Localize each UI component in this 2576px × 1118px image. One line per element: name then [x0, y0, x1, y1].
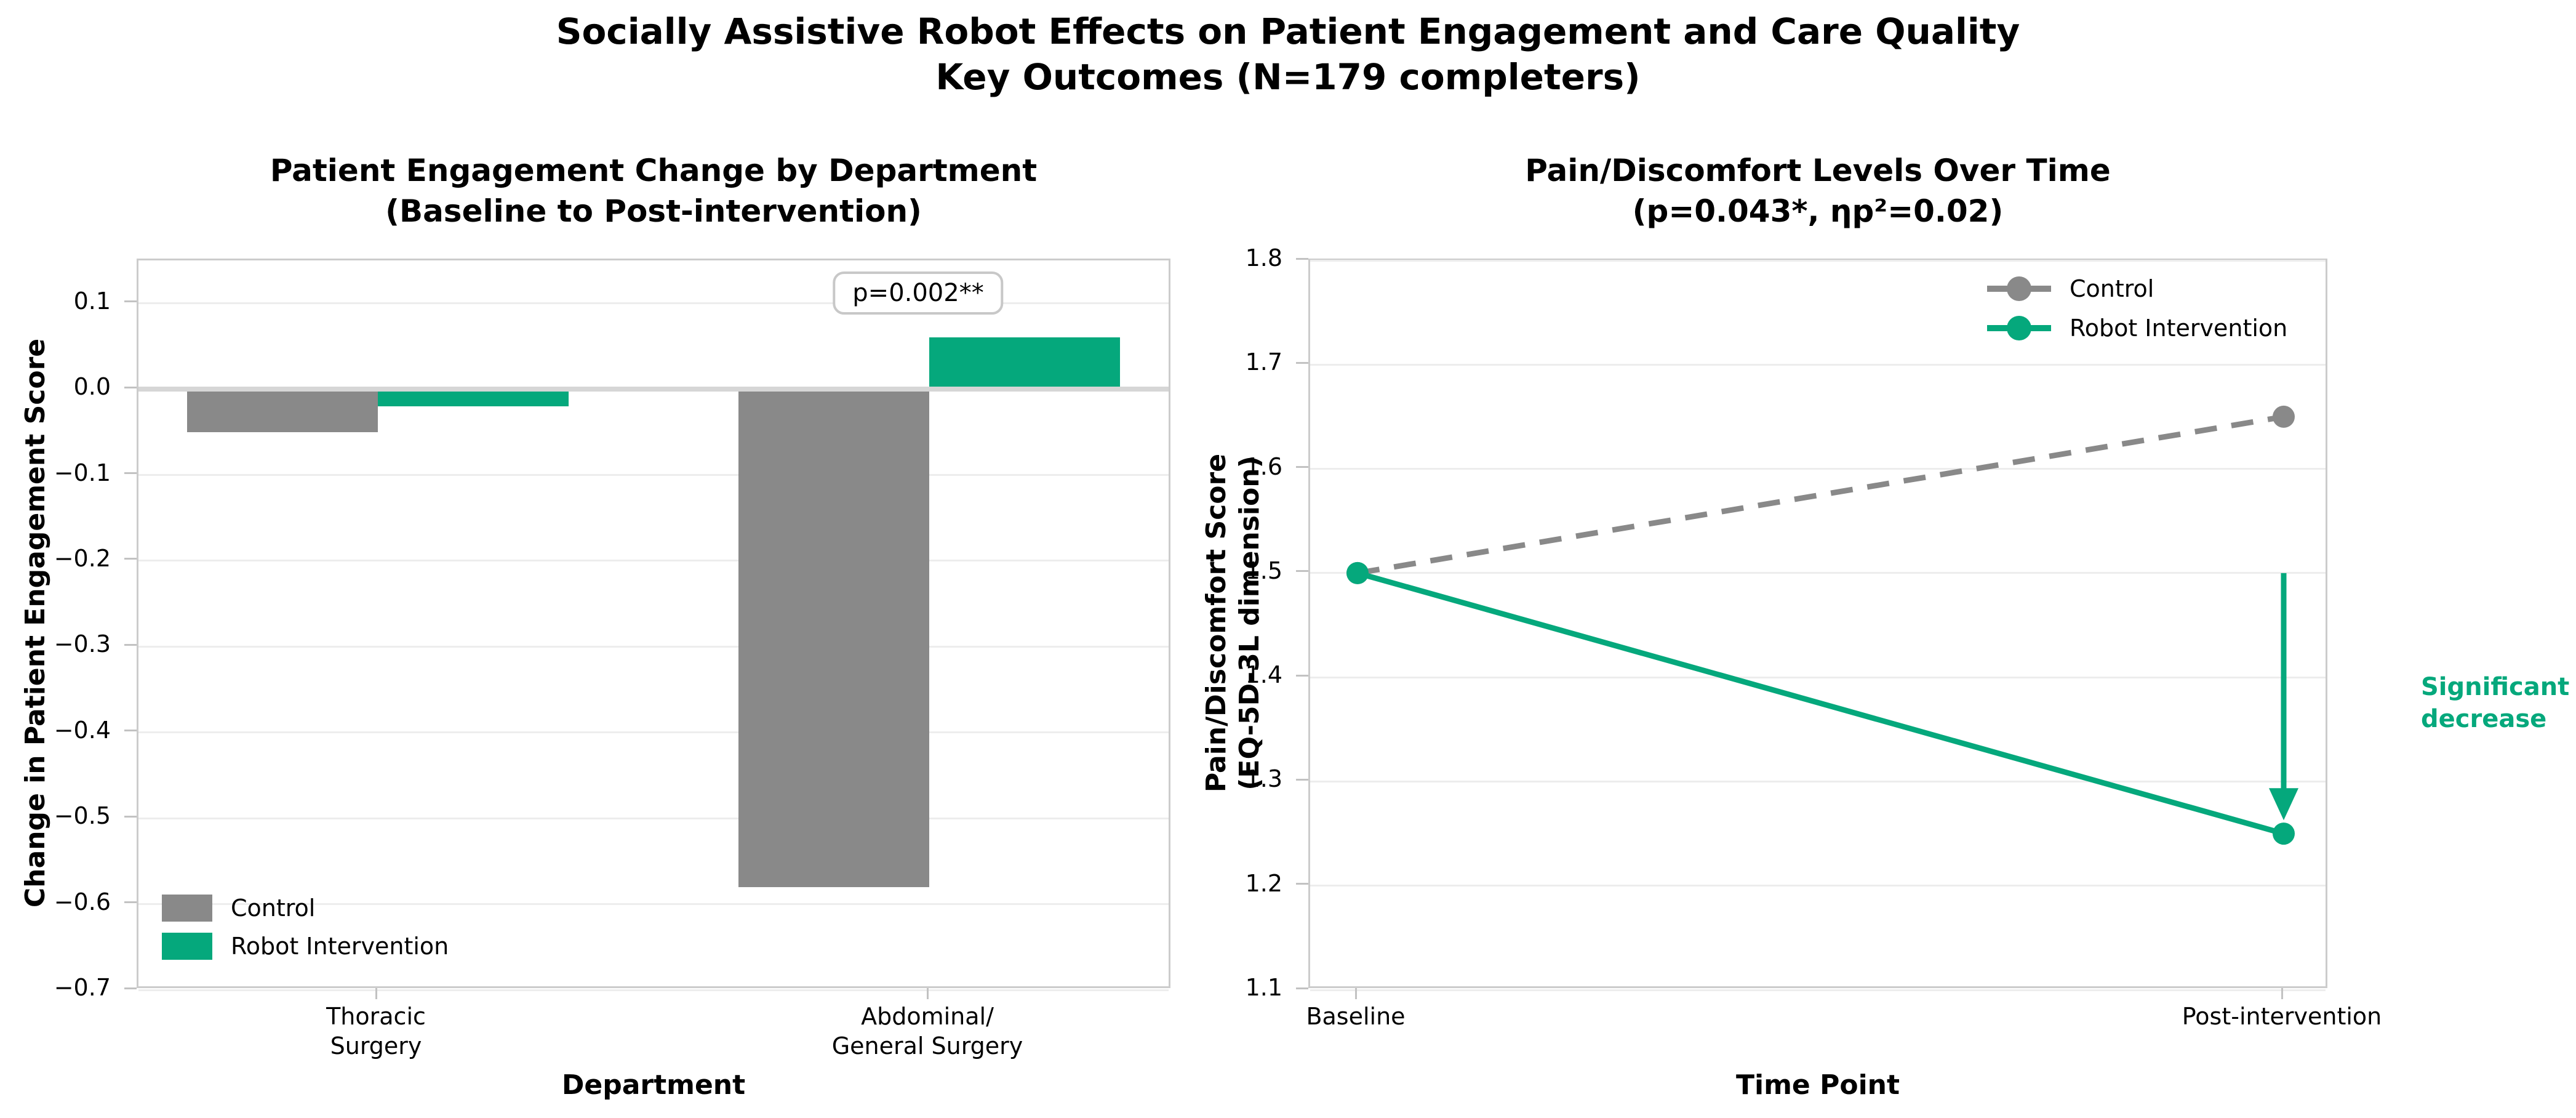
gridline — [138, 645, 1169, 648]
y-tick-mark — [1296, 466, 1308, 469]
y-tick-label: −0.7 — [54, 974, 111, 1001]
gridline — [138, 817, 1169, 819]
control-swatch-icon — [162, 895, 212, 922]
y-tick-mark — [1296, 257, 1308, 260]
y-tick-label: 1.5 — [1245, 557, 1282, 584]
legend-item-robot: Robot Intervention — [1987, 315, 2287, 342]
bar-chart-plot-area: p=0.002** Control Robot Intervention — [137, 259, 1170, 991]
line-chart-plot-area: Control Robot Intervention — [1308, 259, 2327, 991]
y-tick-mark — [124, 558, 137, 560]
control-line — [1357, 414, 2284, 576]
bar-robot-intervention-1 — [929, 337, 1120, 390]
down-arrow-icon — [2269, 788, 2298, 821]
y-tick-mark — [124, 643, 137, 646]
data-point-control-1 — [2273, 405, 2295, 428]
y-tick-label: −0.1 — [54, 459, 111, 486]
gridline — [138, 302, 1169, 305]
line-chart-y-axis-label: Pain/Discomfort Score (EQ-5D-3L dimensio… — [1201, 453, 1265, 793]
significant-decrease-annotation: Significant decrease — [2421, 673, 2570, 733]
legend-label-control: Control — [231, 895, 316, 922]
y-tick-mark — [124, 987, 137, 989]
figure-suptitle: Socially Assistive Robot Effects on Pati… — [556, 10, 2020, 98]
y-tick-mark — [124, 386, 137, 388]
y-tick-label: −0.2 — [54, 544, 111, 572]
y-tick-label: −0.3 — [54, 630, 111, 658]
legend-label-control: Control — [2070, 275, 2154, 302]
robot-swatch-icon — [162, 933, 212, 960]
gridline — [1310, 989, 2326, 991]
y-tick-mark — [124, 815, 137, 818]
gridline — [1310, 468, 2326, 470]
gridline — [138, 560, 1169, 562]
y-tick-label: −0.5 — [54, 802, 111, 830]
data-point-robot-intervention-0 — [1346, 561, 1369, 584]
y-tick-label: 1.2 — [1245, 869, 1282, 897]
bar-robot-intervention-0 — [378, 389, 569, 406]
x-tick-label: Post-intervention — [2182, 1003, 2382, 1030]
x-tick-mark — [2281, 988, 2283, 999]
y-tick-label: 1.7 — [1245, 348, 1282, 376]
gridline — [1310, 780, 2326, 782]
robot-line-swatch-icon — [1987, 315, 2051, 342]
bar-control-1 — [738, 389, 929, 887]
y-tick-label: 0.1 — [73, 287, 111, 315]
x-tick-label: Baseline — [1306, 1003, 1406, 1030]
y-tick-mark — [124, 901, 137, 904]
line-chart-title: Pain/Discomfort Levels Over Time (p=0.04… — [1525, 153, 2111, 229]
bar-control-0 — [187, 389, 378, 432]
legend-item-robot: Robot Intervention — [162, 933, 449, 960]
y-tick-label: 0.0 — [73, 373, 111, 401]
y-tick-mark — [1296, 883, 1308, 885]
gridline — [138, 989, 1169, 991]
y-tick-label: −0.6 — [54, 888, 111, 915]
data-point-robot-intervention-1 — [2273, 822, 2295, 845]
x-tick-mark — [1354, 988, 1357, 999]
x-tick-label: Thoracic Surgery — [326, 1003, 426, 1060]
y-tick-mark — [124, 300, 137, 303]
gridline — [138, 474, 1169, 477]
y-tick-mark — [124, 472, 137, 475]
line-chart-x-axis-label: Time Point — [1735, 1069, 1900, 1101]
gridline — [138, 731, 1169, 734]
legend-item-control: Control — [1987, 275, 2287, 302]
y-tick-mark — [1296, 570, 1308, 573]
p-value-annotation: p=0.002** — [833, 271, 1004, 315]
line-chart-legend: Control Robot Intervention — [1987, 275, 2287, 342]
gridline — [1310, 259, 2326, 262]
bar-chart-legend: Control Robot Intervention — [162, 895, 449, 960]
x-tick-mark — [926, 988, 929, 999]
control-line-swatch-icon — [1987, 275, 2051, 302]
y-tick-mark — [1296, 361, 1308, 364]
gridline — [1310, 885, 2326, 887]
gridline — [1310, 676, 2326, 678]
bar-chart-title: Patient Engagement Change by Department … — [270, 153, 1038, 229]
gridline — [1310, 363, 2326, 366]
line-series-layer — [1346, 405, 2298, 845]
gridline — [1310, 572, 2326, 574]
y-tick-label: −0.4 — [54, 716, 111, 744]
y-tick-mark — [1296, 674, 1308, 677]
legend-label-robot: Robot Intervention — [231, 933, 449, 960]
robot-intervention-line — [1356, 570, 2285, 837]
y-tick-label: 1.6 — [1245, 452, 1282, 480]
gridline — [138, 903, 1169, 906]
y-tick-mark — [124, 730, 137, 732]
y-tick-label: 1.8 — [1245, 244, 1282, 271]
legend-label-robot: Robot Intervention — [2070, 315, 2288, 342]
legend-item-control: Control — [162, 895, 449, 922]
y-tick-mark — [1296, 778, 1308, 781]
y-tick-label: 1.1 — [1245, 974, 1282, 1001]
zero-baseline — [138, 387, 1169, 392]
y-tick-label: 1.3 — [1245, 765, 1282, 793]
x-tick-mark — [375, 988, 377, 999]
bar-chart-x-axis-label: Department — [561, 1069, 746, 1101]
x-tick-label: Abdominal/ General Surgery — [831, 1003, 1023, 1060]
y-tick-label: 1.4 — [1245, 661, 1282, 689]
y-tick-mark — [1296, 987, 1308, 989]
